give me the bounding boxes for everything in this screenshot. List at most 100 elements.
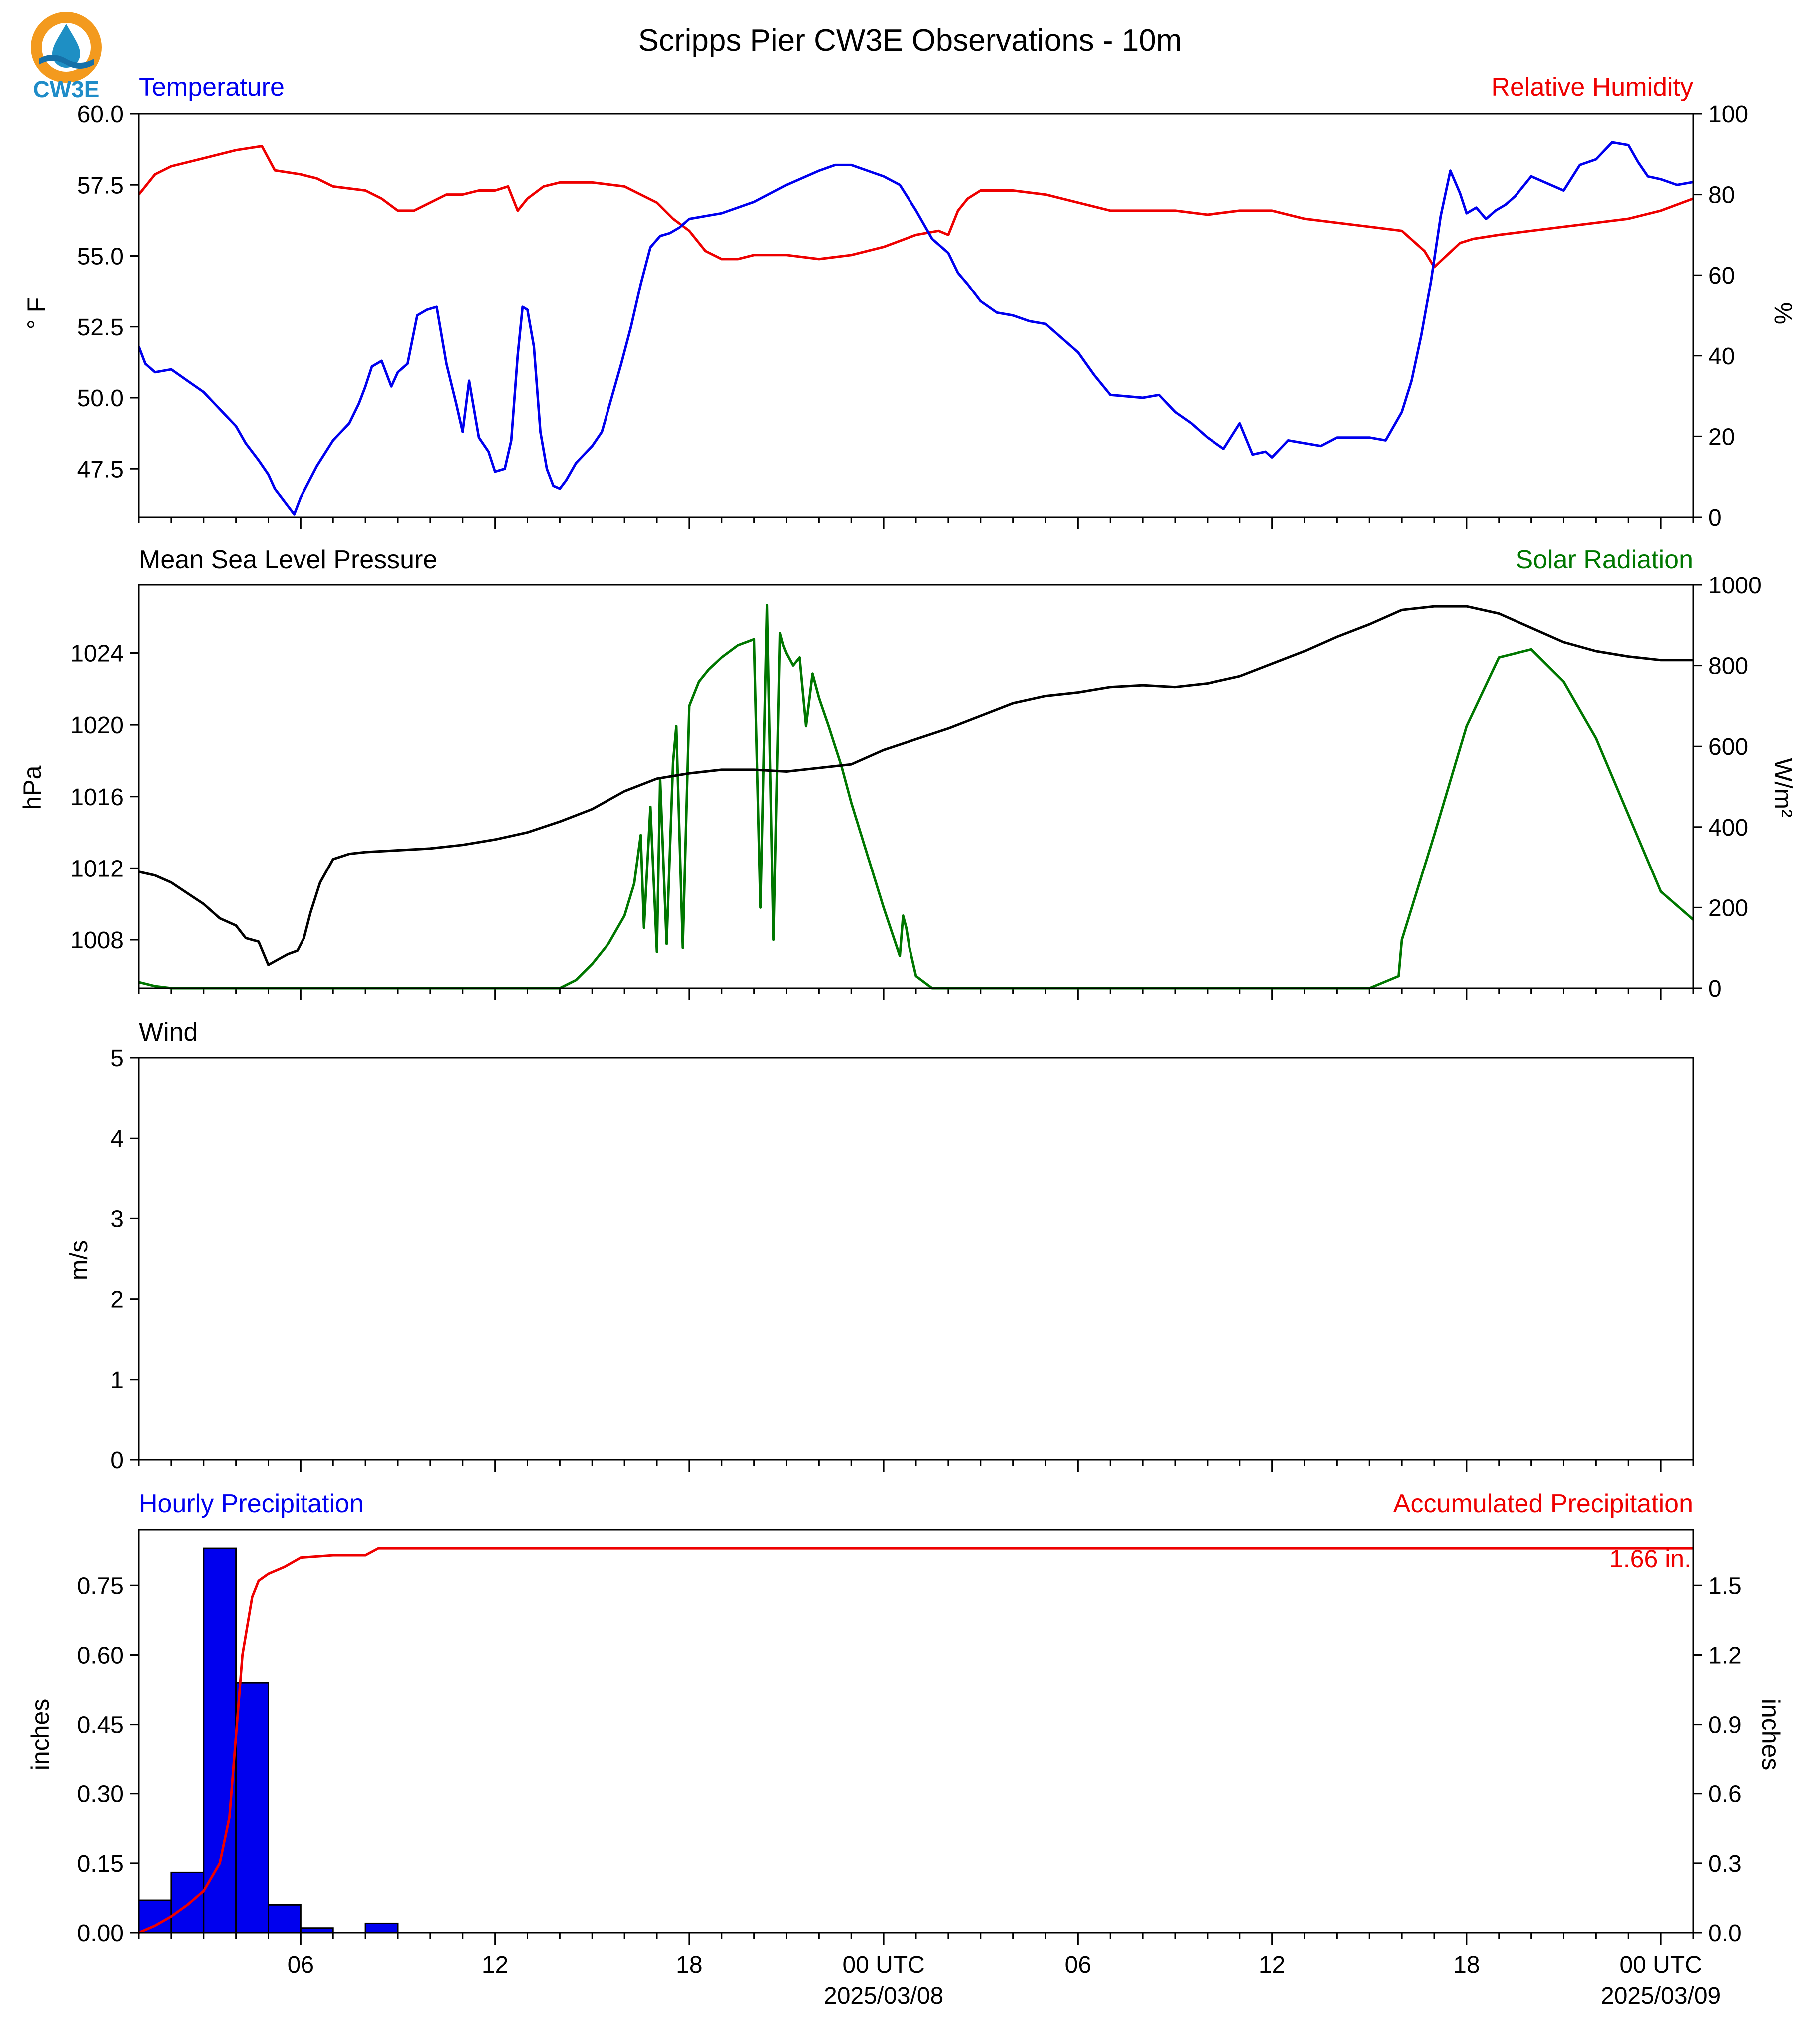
precip-bar [235, 1682, 269, 1934]
humidity-axis-ticks: 0 20 40 60 80 100 [1693, 101, 1748, 531]
left-axis-tick-label: 47.5 [77, 456, 124, 483]
precip-bar [268, 1904, 302, 1934]
time-axis-ticks [138, 1933, 1694, 1945]
right-axis-tick-label: 1.5 [1708, 1573, 1742, 1599]
humidity-panel-title: Relative Humidity [1491, 73, 1693, 102]
time-tick-label: 00 UTC [1619, 1952, 1702, 1978]
right-axis-tick-label: 200 [1708, 895, 1748, 921]
pressure-line [138, 605, 1693, 966]
left-axis-tick-label: 1012 [70, 856, 124, 882]
precip-bar [170, 1871, 205, 1934]
humidity-axis-label: % [1769, 302, 1797, 324]
temperature-humidity-plot-area [138, 113, 1694, 518]
time-tick-label: 12 [482, 1952, 508, 1978]
left-axis-tick-label: 5 [110, 1045, 124, 1072]
left-axis-tick-label: 1024 [70, 640, 124, 667]
left-axis-tick-label: 0.00 [77, 1920, 124, 1947]
pressure-axis-ticks: 1008 1012 1016 1020 1024 [70, 640, 139, 954]
solar-radiation-line [138, 603, 1694, 990]
time-tick-label: 00 UTC [842, 1952, 924, 1978]
left-axis-tick-label: 1020 [70, 712, 124, 739]
pressure-solar-panel: Mean Sea Level Pressure Solar Radiation … [18, 545, 1797, 1002]
left-axis-tick-label: 1008 [70, 927, 124, 954]
wind-axis-label: m/s [65, 1240, 93, 1281]
right-axis-tick-label: 40 [1708, 343, 1735, 370]
left-axis-tick-label: 0.45 [77, 1712, 124, 1738]
solar-axis-ticks: 0 200 400 600 800 1000 [1693, 573, 1762, 1002]
left-axis-tick-label: 57.5 [77, 172, 124, 199]
temperature-humidity-panel: Temperature Relative Humidity ° F % 47.5… [22, 73, 1797, 531]
left-axis-tick-label: 0.30 [77, 1781, 124, 1808]
temperature-line [137, 141, 1694, 516]
left-axis-tick-label: 50.0 [77, 385, 124, 412]
date-label: 2025/03/08 [824, 1983, 943, 2009]
left-axis-tick-label: 1 [110, 1367, 124, 1394]
temperature-axis-ticks: 47.5 50.0 52.5 55.0 57.5 60.0 [77, 101, 139, 483]
time-tick-label: 12 [1259, 1952, 1285, 1978]
left-axis-tick-label: 0.60 [77, 1642, 124, 1669]
right-axis-tick-label: 1000 [1708, 573, 1762, 599]
left-axis-tick-label: 4 [110, 1126, 124, 1152]
time-axis-ticks [138, 1460, 1694, 1472]
left-axis-tick-label: 52.5 [77, 314, 124, 341]
right-axis-tick-label: 0.3 [1708, 1851, 1742, 1877]
left-axis-tick-label: 55.0 [77, 244, 124, 270]
right-axis-tick-label: 800 [1708, 653, 1748, 680]
relative-humidity-line [138, 145, 1694, 269]
left-axis-tick-label: 60.0 [77, 101, 124, 128]
logo-ring-icon [31, 12, 102, 83]
time-tick-label: 06 [288, 1952, 314, 1978]
left-axis-tick-label: 0.75 [77, 1573, 124, 1599]
cw3e-logo: CW3E [31, 12, 102, 102]
left-axis-tick-label: 0 [110, 1448, 124, 1474]
time-tick-label: 18 [1453, 1952, 1480, 1978]
right-axis-tick-label: 400 [1708, 815, 1748, 841]
time-tick-label: 18 [676, 1952, 702, 1978]
left-axis-tick-label: 2 [110, 1287, 124, 1313]
time-axis-labels: 06 12 18 00 UTC 2025/03/08 06 12 18 00 UTC 2025/0… [288, 1952, 1721, 2009]
temperature-panel-title: Temperature [139, 73, 285, 102]
precipitation-plot-area [138, 1529, 1694, 1934]
time-tick-label: 06 [1065, 1952, 1091, 1978]
accumulated-total-label: 1.66 in. [1609, 1545, 1691, 1573]
logo-text: CW3E [33, 76, 100, 102]
right-axis-tick-label: 0 [1708, 505, 1722, 531]
right-axis-tick-label: 600 [1708, 734, 1748, 760]
accumulated-precip-axis-label: inches [1757, 1699, 1785, 1771]
logo-wave-icon [39, 55, 94, 69]
solar-panel-title: Solar Radiation [1516, 545, 1693, 574]
left-axis-tick-label: 0.15 [77, 1851, 124, 1877]
pressure-solar-plot-area [138, 584, 1694, 989]
right-axis-tick-label: 0 [1708, 976, 1722, 1002]
time-axis-ticks [138, 517, 1694, 529]
wind-axis-ticks: 0 1 2 3 4 5 [110, 1045, 139, 1474]
left-axis-tick-label: 1016 [70, 784, 124, 811]
precip-bar [138, 1899, 172, 1934]
right-axis-tick-label: 80 [1708, 182, 1735, 209]
right-axis-tick-label: 100 [1708, 101, 1748, 128]
hourly-precip-title: Hourly Precipitation [139, 1489, 364, 1518]
right-axis-tick-label: 0.6 [1708, 1781, 1742, 1808]
date-label: 2025/03/09 [1601, 1983, 1721, 2009]
right-axis-tick-label: 60 [1708, 263, 1735, 289]
right-axis-tick-label: 20 [1708, 424, 1735, 450]
accumulated-precip-line [138, 1547, 1693, 1934]
wind-panel: Wind m/s 0 1 2 3 4 5 [65, 1018, 1694, 1474]
accumulated-precip-title: Accumulated Precipitation [1393, 1489, 1693, 1518]
right-axis-tick-label: 0.0 [1708, 1920, 1742, 1947]
right-axis-tick-label: 1.2 [1708, 1642, 1742, 1669]
wind-panel-title: Wind [139, 1018, 198, 1047]
pressure-axis-label: hPa [18, 765, 46, 810]
figure-title: Scripps Pier CW3E Observations - 10m [638, 23, 1182, 58]
solar-axis-label: W/m² [1769, 758, 1797, 817]
wind-plot-area [138, 1057, 1694, 1461]
accumulated-precip-axis-ticks: 0.0 0.3 0.6 0.9 1.2 1.5 [1693, 1573, 1742, 1947]
precipitation-panel: Hourly Precipitation Accumulated Precipi… [26, 1489, 1785, 2009]
left-axis-tick-label: 3 [110, 1206, 124, 1232]
right-axis-tick-label: 0.9 [1708, 1712, 1742, 1738]
hourly-precip-axis-ticks: 0.00 0.15 0.30 0.45 0.60 0.75 [77, 1573, 139, 1947]
pressure-panel-title: Mean Sea Level Pressure [139, 545, 437, 574]
precip-bar [364, 1922, 399, 1934]
